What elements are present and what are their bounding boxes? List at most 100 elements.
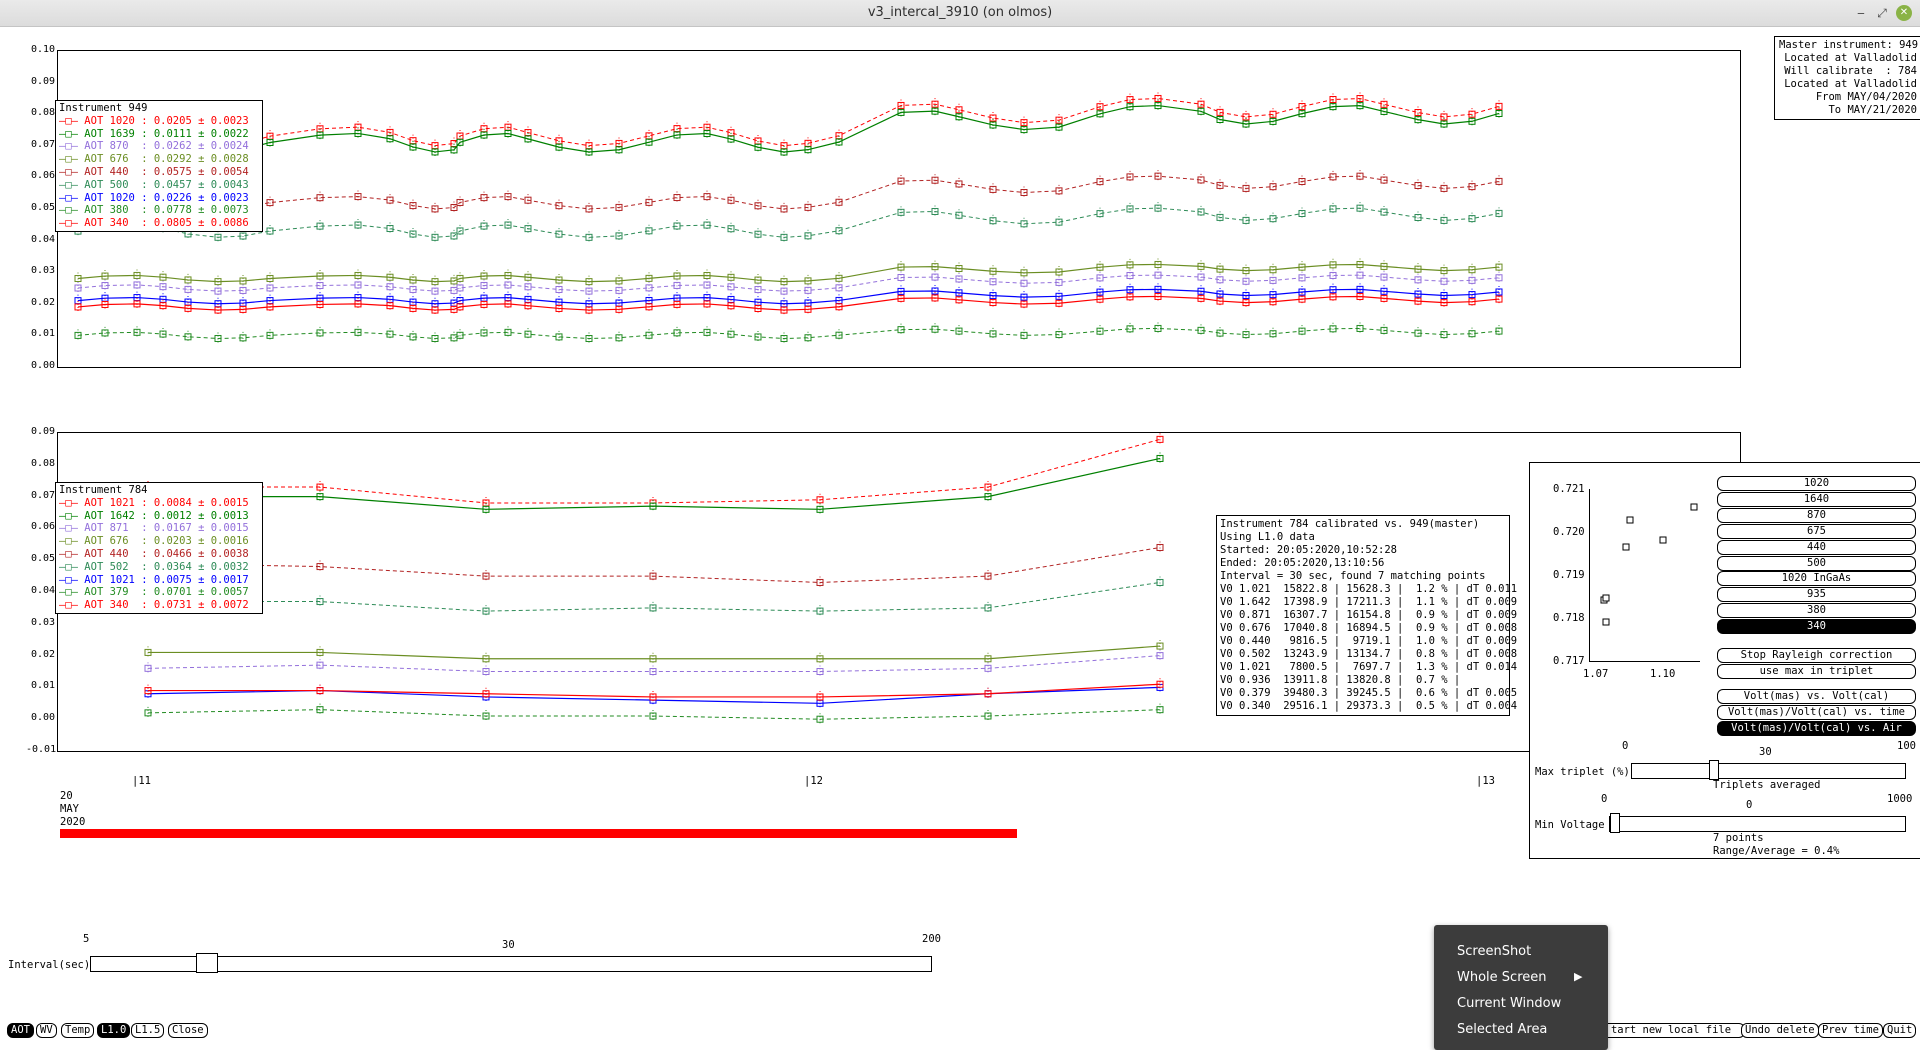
min-voltage-slider[interactable] bbox=[1609, 816, 1906, 832]
data-point bbox=[984, 690, 992, 698]
max-triplet-label: Max triplet (%) bbox=[1535, 766, 1630, 778]
data-point bbox=[1096, 210, 1104, 218]
data-point bbox=[239, 305, 247, 313]
data-point bbox=[989, 217, 997, 225]
interval-max-label: 200 bbox=[922, 933, 941, 945]
data-point bbox=[1468, 183, 1476, 191]
data-point bbox=[1269, 110, 1277, 118]
use-max-triplet-button[interactable]: use max in triplet bbox=[1717, 664, 1916, 679]
data-point bbox=[480, 281, 488, 289]
bottom-legend: Instrument 784 —□— AOT 1021 : 0.0084 ± 0… bbox=[55, 482, 263, 614]
close-button[interactable]: Close bbox=[168, 1023, 208, 1038]
data-point bbox=[1329, 325, 1337, 333]
data-point bbox=[482, 690, 490, 698]
data-point bbox=[835, 198, 843, 206]
wavelength-button-870[interactable]: 870 bbox=[1717, 507, 1916, 523]
data-point bbox=[1468, 215, 1476, 223]
mode-ratio-vs-airmass-button[interactable]: Volt(mas)/Volt(cal) vs. Air Mass bbox=[1717, 721, 1916, 747]
temp-button[interactable]: Temp bbox=[61, 1023, 95, 1038]
quit-button[interactable]: Quit bbox=[1883, 1023, 1917, 1038]
maximize-icon[interactable]: ⤢ bbox=[1877, 6, 1887, 20]
series-line bbox=[77, 175, 1500, 210]
window-titlebar[interactable]: v3_intercal_3910 (on olmos) ‒ ⤢ ✕ bbox=[0, 0, 1920, 27]
menu-item-current-window[interactable]: Current Window bbox=[1457, 996, 1562, 1011]
legend-row: —□— AOT 1020 : 0.0226 ± 0.0023 bbox=[59, 192, 259, 205]
menu-item-selected-area[interactable]: Selected Area bbox=[1457, 1022, 1548, 1037]
wv-button[interactable]: WV bbox=[36, 1023, 57, 1038]
data-point bbox=[649, 693, 657, 701]
data-point bbox=[1197, 294, 1205, 302]
legend-label: AOT 871 : bbox=[84, 522, 154, 535]
data-point bbox=[316, 563, 324, 571]
data-point bbox=[1414, 329, 1422, 337]
data-point bbox=[1055, 331, 1063, 339]
selected-time-range-bar[interactable] bbox=[60, 829, 1017, 838]
menu-item-whole-screen[interactable]: Whole Screen bbox=[1457, 970, 1547, 985]
minimize-icon[interactable]: ‒ bbox=[1857, 6, 1865, 20]
top-aot-plot[interactable] bbox=[57, 50, 1741, 368]
data-point bbox=[1055, 187, 1063, 195]
data-point bbox=[1197, 262, 1205, 270]
data-point bbox=[1414, 109, 1422, 117]
data-point bbox=[1380, 107, 1388, 115]
y-tick-label: 0.10 bbox=[31, 44, 56, 55]
interval-slider-thumb[interactable] bbox=[196, 953, 218, 973]
interval-slider[interactable] bbox=[90, 956, 932, 972]
wavelength-button-675[interactable]: 675 bbox=[1717, 523, 1916, 539]
data-point bbox=[1356, 204, 1364, 212]
data-point bbox=[989, 278, 997, 286]
max-triplet-slider-thumb[interactable] bbox=[1709, 760, 1719, 780]
data-point bbox=[754, 304, 762, 312]
data-point bbox=[386, 135, 394, 143]
data-point bbox=[645, 227, 653, 235]
undo-delete-button[interactable]: Undo delete bbox=[1741, 1023, 1819, 1038]
legend-value: 0.0111 ± 0.0022 bbox=[153, 127, 249, 140]
data-point bbox=[780, 278, 788, 286]
data-point bbox=[897, 294, 905, 302]
mode-ratio-vs-time-button[interactable]: Volt(mas)/Volt(cal) vs. time bbox=[1717, 705, 1916, 720]
data-point bbox=[955, 113, 963, 121]
prev-time-button[interactable]: Prev time bbox=[1818, 1023, 1883, 1038]
wavelength-button-1640[interactable]: 1640 bbox=[1717, 491, 1916, 507]
legend-title: Instrument 784 bbox=[59, 484, 148, 496]
min-voltage-slider-thumb[interactable] bbox=[1610, 813, 1620, 833]
x-tick-13: |13 bbox=[1476, 775, 1495, 787]
l15-button[interactable]: L1.5 bbox=[131, 1023, 165, 1038]
data-point bbox=[266, 331, 274, 339]
wavelength-button-1020-ingaas[interactable]: 1020 InGaAs bbox=[1717, 571, 1916, 587]
y-tick-label: 0.06 bbox=[31, 170, 56, 182]
calibration-info-line: Started: 20:05:2020,10:52:28 bbox=[1220, 544, 1398, 556]
wavelength-button-1020[interactable]: 1020 bbox=[1717, 476, 1916, 491]
data-point bbox=[409, 304, 417, 312]
menu-item-screenshot[interactable]: ScreenShot bbox=[1457, 944, 1532, 959]
data-point bbox=[316, 281, 324, 289]
data-point bbox=[727, 225, 735, 233]
data-point bbox=[804, 305, 812, 313]
data-point bbox=[1380, 100, 1388, 108]
max-triplet-slider[interactable] bbox=[1631, 763, 1906, 779]
data-point bbox=[804, 203, 812, 211]
close-icon[interactable]: ✕ bbox=[1896, 5, 1912, 21]
data-point bbox=[456, 274, 464, 282]
wavelength-button-440[interactable]: 440 bbox=[1717, 539, 1916, 555]
wavelength-button-500[interactable]: 500 bbox=[1717, 555, 1916, 571]
wavelength-button-340[interactable]: 340 bbox=[1717, 619, 1916, 635]
data-point bbox=[727, 135, 735, 143]
l10-button[interactable]: L1.0 bbox=[97, 1023, 131, 1038]
data-point bbox=[1197, 273, 1205, 281]
series-line bbox=[147, 546, 1161, 583]
data-point bbox=[984, 655, 992, 663]
data-point bbox=[804, 146, 812, 154]
data-point bbox=[1380, 287, 1388, 295]
data-point bbox=[1440, 331, 1448, 339]
wavelength-button-380[interactable]: 380 bbox=[1717, 603, 1916, 619]
data-point bbox=[1126, 325, 1134, 333]
top-plot-svg bbox=[74, 92, 1503, 345]
start-new-local-file-button[interactable]: tart new local file bbox=[1598, 1023, 1745, 1038]
airmass-mini-plot[interactable] bbox=[1589, 489, 1700, 662]
data-point bbox=[1126, 293, 1134, 301]
aot-button[interactable]: AOT bbox=[7, 1023, 34, 1038]
wavelength-button-935[interactable]: 935 bbox=[1717, 587, 1916, 603]
mode-volt-vs-volt-button[interactable]: Volt(mas) vs. Volt(cal) bbox=[1717, 689, 1916, 704]
stop-rayleigh-button[interactable]: Stop Rayleigh correction bbox=[1717, 648, 1916, 663]
